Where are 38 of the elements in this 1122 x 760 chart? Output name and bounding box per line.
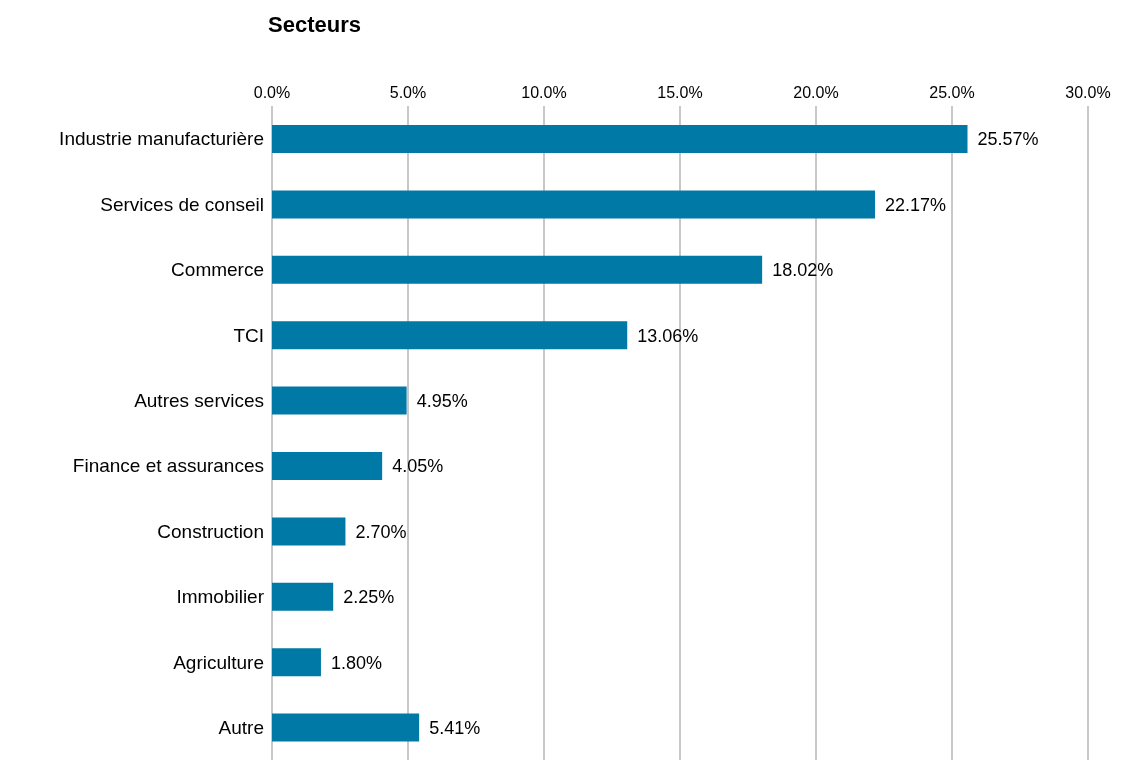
data-label: 5.41%: [429, 717, 481, 738]
y-tick-label: Finance et assurances: [72, 455, 264, 477]
x-tick-label: 25.0%: [929, 84, 975, 101]
y-tick-label: Services de conseil: [100, 193, 264, 215]
x-tick-label: 0.0%: [253, 84, 291, 101]
y-tick-label: Agriculture: [173, 651, 264, 673]
x-tick-label: 5.0%: [389, 84, 427, 101]
bar: [272, 648, 321, 677]
bar: [272, 255, 763, 284]
bar: [272, 517, 346, 546]
x-tick-label: 30.0%: [1065, 84, 1111, 101]
y-tick-label: Autres services: [134, 390, 264, 412]
bar: [272, 386, 407, 415]
bar: [272, 125, 968, 153]
x-tick-label: 10.0%: [521, 84, 567, 101]
x-tick-label: 15.0%: [657, 84, 703, 101]
y-tick-label: TCI: [233, 324, 264, 346]
data-label: 25.57%: [977, 129, 1039, 150]
data-label: 22.17%: [885, 194, 947, 215]
y-tick-label: Immobilier: [176, 586, 265, 608]
data-label: 4.05%: [392, 456, 444, 477]
data-label: 2.25%: [343, 587, 395, 608]
data-label: 4.95%: [416, 390, 468, 411]
data-label: 18.02%: [772, 260, 834, 281]
bar: [272, 190, 876, 219]
y-tick-label: Industrie manufacturière: [59, 128, 264, 150]
bar: [272, 582, 334, 611]
bar: [272, 321, 628, 350]
chart-title: Secteurs: [268, 12, 361, 38]
data-label: 13.06%: [637, 325, 699, 346]
y-tick-label: Autre: [218, 717, 264, 739]
y-tick-label: Commerce: [171, 259, 264, 281]
bar: [272, 452, 383, 480]
data-label: 2.70%: [355, 521, 407, 542]
data-label: 1.80%: [330, 652, 383, 673]
bar: [272, 713, 420, 742]
y-tick-label: Construction: [157, 520, 264, 542]
x-tick-label: 20.0%: [793, 84, 839, 101]
